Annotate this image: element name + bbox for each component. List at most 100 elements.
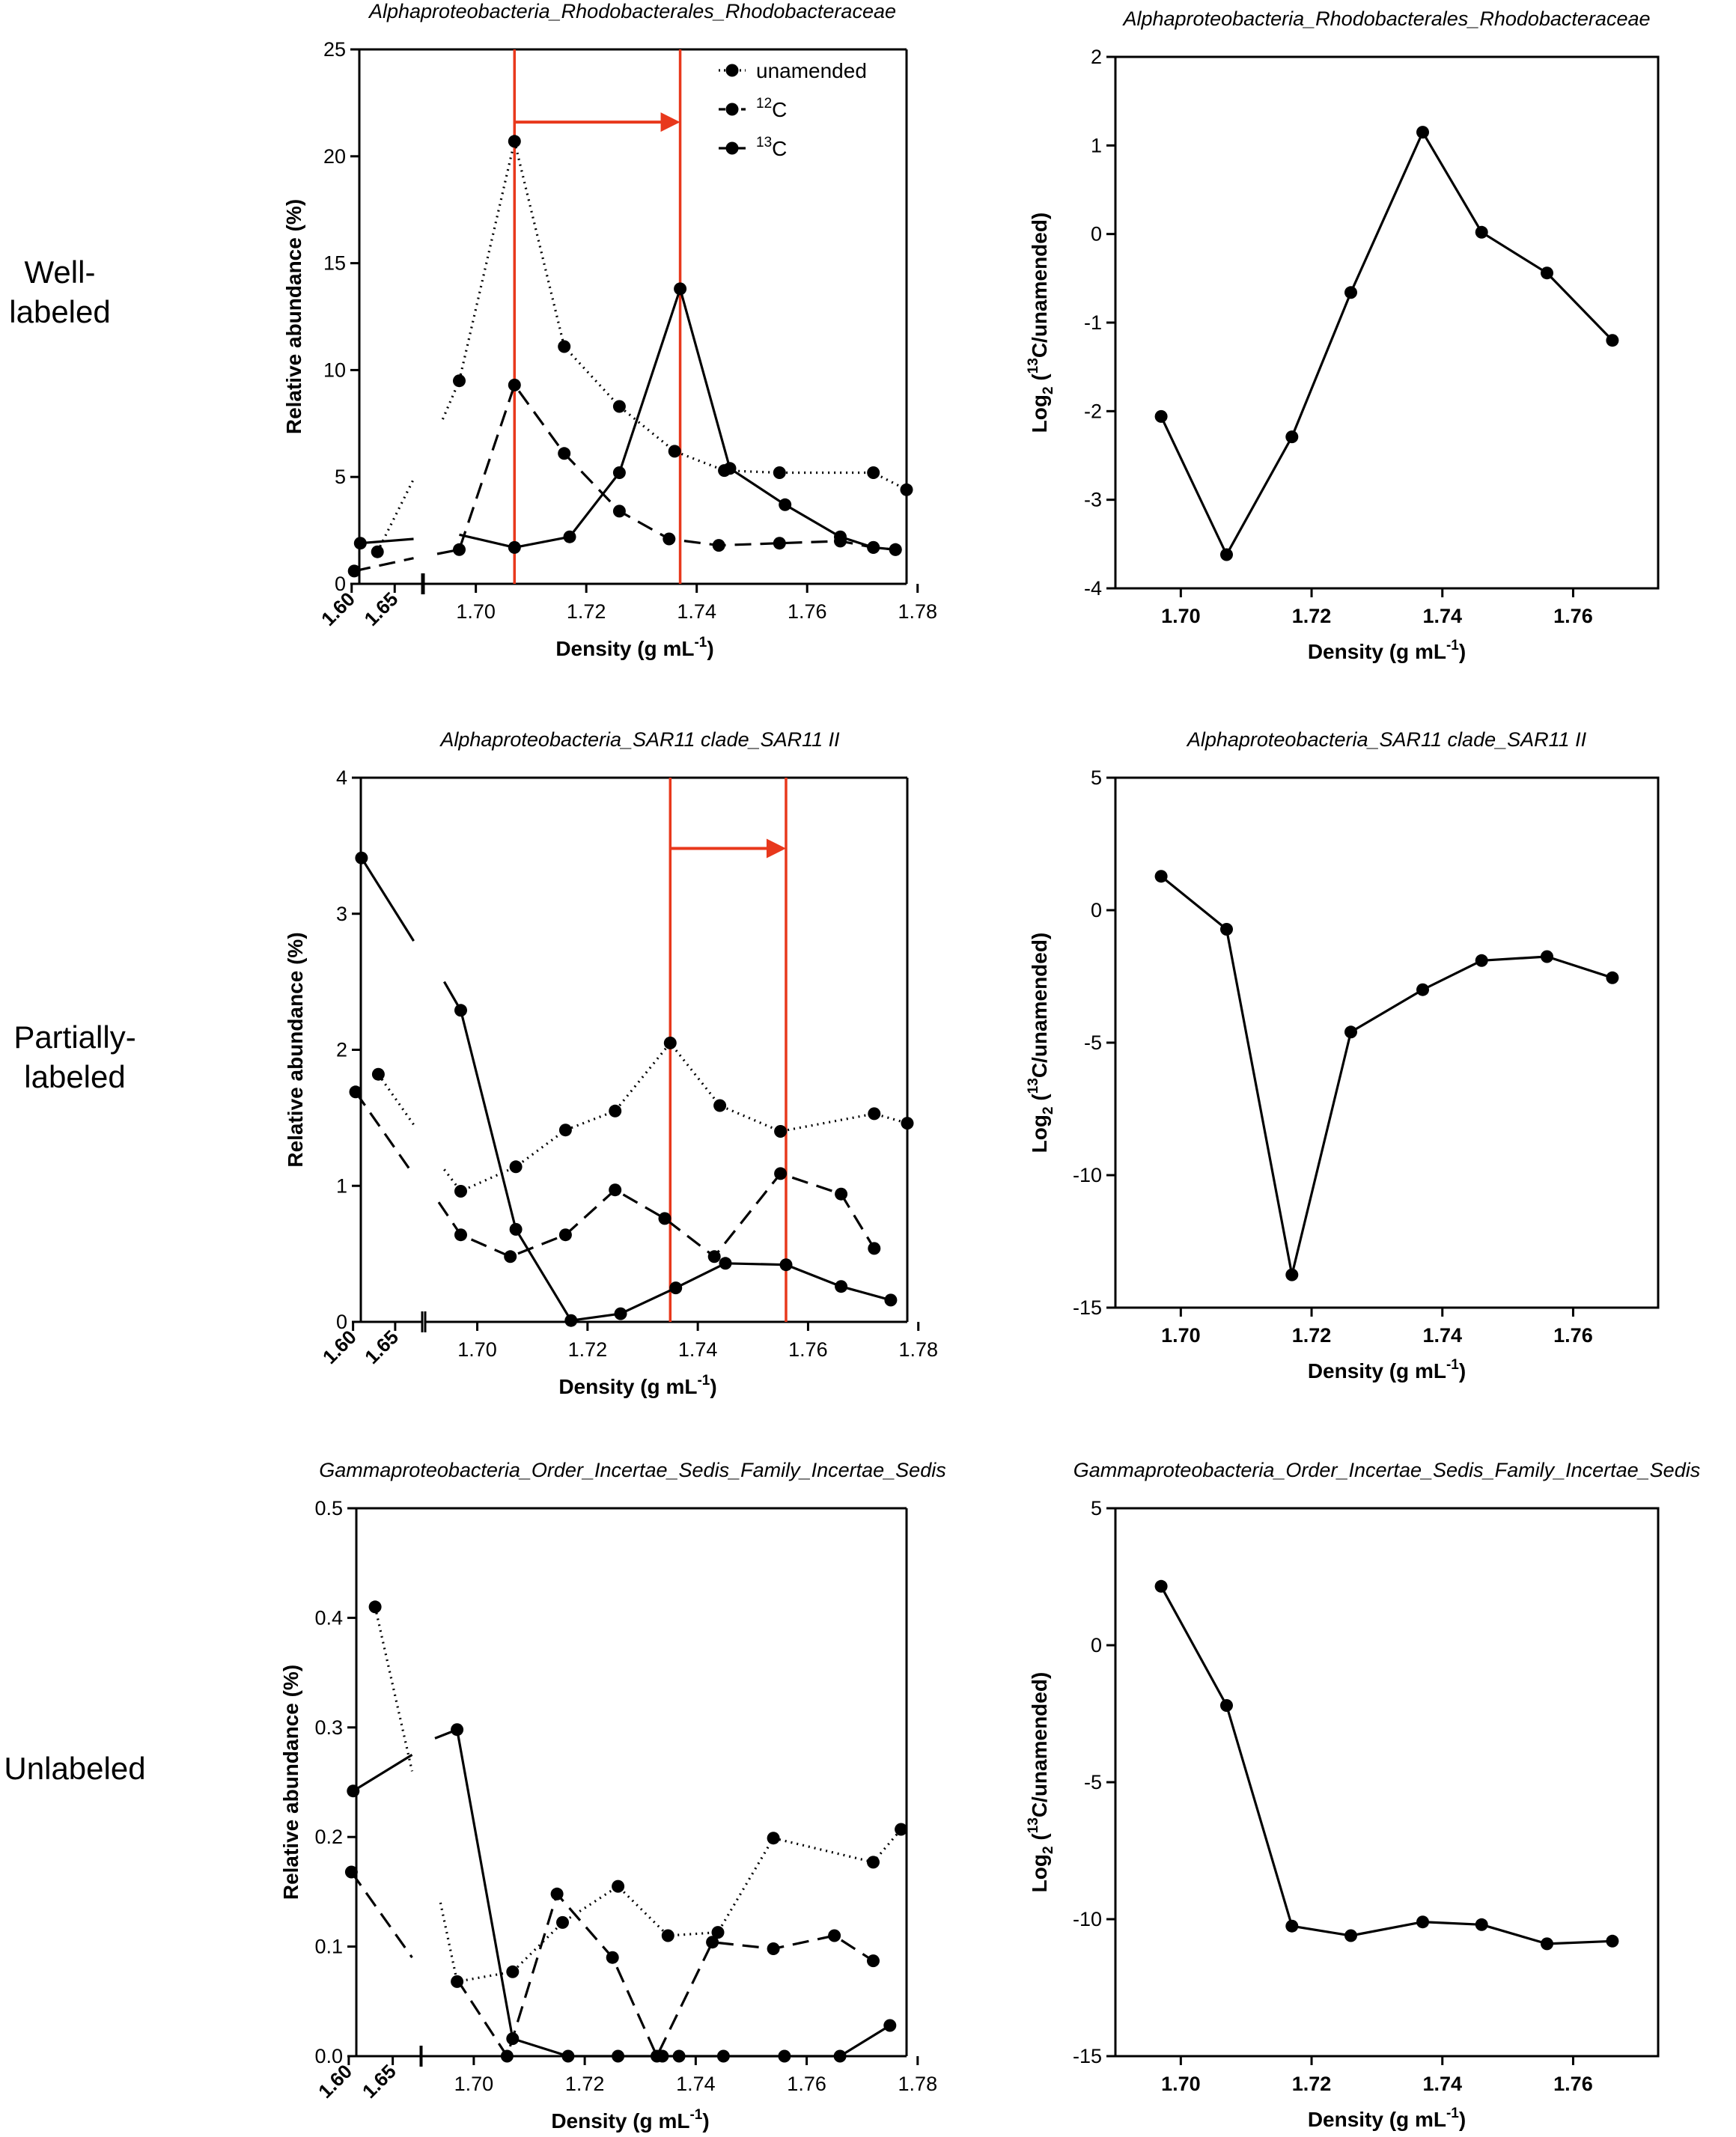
x-tick-label: 1.74 bbox=[676, 2073, 716, 2095]
data-point-13C bbox=[884, 1293, 898, 1307]
y-tick-label: -15 bbox=[1073, 2045, 1102, 2067]
x-axis-label-sup: -1 bbox=[694, 635, 707, 650]
row-label-partially-labeled: Partially- labeled bbox=[13, 1019, 136, 1094]
data-point-log2 bbox=[1416, 983, 1429, 996]
x-tick-label-left: 1.60 bbox=[318, 1326, 361, 1368]
data-point-13C bbox=[779, 1258, 793, 1272]
plot-frame bbox=[1114, 55, 1660, 590]
data-point-log2 bbox=[1220, 923, 1233, 936]
legend-marker bbox=[725, 103, 739, 116]
data-point-13C bbox=[889, 543, 902, 556]
legend-label-text: C bbox=[772, 98, 787, 121]
x-tick-label: 1.70 bbox=[1161, 1324, 1201, 1347]
data-point-13C bbox=[833, 2049, 847, 2063]
x-tick-label-left: 1.65 bbox=[360, 1326, 403, 1368]
y-tick-label: 3 bbox=[336, 903, 347, 925]
y-tick-label: 2 bbox=[1091, 46, 1102, 68]
x-tick-label: 1.74 bbox=[1422, 605, 1462, 627]
series-line-13C-right bbox=[459, 287, 896, 551]
x-tick-label: 1.70 bbox=[456, 600, 496, 623]
data-point-12C bbox=[706, 1936, 719, 1949]
y-axis-label: Relative abundance (%) bbox=[279, 1665, 302, 1900]
series-line-13C-left bbox=[360, 537, 414, 545]
x-axis-label: Density (g mL-1) bbox=[1308, 638, 1466, 663]
data-point-13C bbox=[454, 1004, 467, 1017]
data-point-log2 bbox=[1344, 1025, 1357, 1039]
data-point-unamended bbox=[558, 1124, 572, 1137]
y-tick-label: 1 bbox=[1091, 134, 1102, 156]
series-line-unamended-left bbox=[377, 1073, 415, 1126]
panel-r0-abund: Alphaproteobacteria_Rhodobacterales_Rhod… bbox=[282, 0, 937, 660]
data-point-unamended bbox=[868, 1107, 881, 1121]
series-line-13C-left bbox=[352, 1754, 413, 1793]
x-axis-label-sup: -1 bbox=[689, 2107, 702, 2123]
data-point-13C bbox=[355, 851, 368, 865]
row-label-unlabeled: Unlabeled bbox=[4, 1751, 146, 1786]
x-axis-label-end: ) bbox=[710, 1375, 716, 1398]
data-point-log2 bbox=[1541, 950, 1553, 963]
x-axis-label-sup: -1 bbox=[697, 1373, 710, 1388]
legend-marker bbox=[725, 64, 739, 77]
data-point-unamended bbox=[558, 340, 571, 353]
x-tick-label: 1.72 bbox=[1292, 2073, 1332, 2095]
y-tick-label: 0 bbox=[336, 1311, 347, 1333]
y-tick-label: -3 bbox=[1084, 489, 1102, 511]
plot-frame bbox=[1114, 1507, 1660, 2058]
x-tick-label: 1.76 bbox=[1553, 2073, 1593, 2095]
y-axis-label-sub: 2 bbox=[1041, 1846, 1056, 1854]
series-line-12C-right bbox=[437, 1172, 876, 1258]
data-point-13C bbox=[508, 540, 521, 554]
x-tick-label: 1.74 bbox=[678, 1338, 718, 1361]
data-point-12C bbox=[349, 1085, 362, 1099]
chart-title: Alphaproteobacteria_Rhodobacterales_Rhod… bbox=[368, 0, 896, 22]
series-line-13C-right bbox=[443, 981, 892, 1322]
y-tick-label: 5 bbox=[335, 466, 346, 488]
data-point-log2 bbox=[1285, 1268, 1299, 1281]
panel-r2-log: Gammaproteobacteria_Order_Incertae_Sedis… bbox=[1026, 1459, 1700, 2131]
series-line-log2 bbox=[1160, 1585, 1612, 1945]
y-axis-label-mid: ( bbox=[1028, 1094, 1051, 1107]
data-point-13C bbox=[723, 462, 737, 475]
data-point-log2 bbox=[1344, 286, 1357, 299]
data-point-log2 bbox=[1475, 225, 1488, 239]
series-line-13C-left bbox=[360, 857, 415, 942]
y-axis-label-sub: 2 bbox=[1041, 1106, 1056, 1115]
data-point-13C bbox=[835, 1280, 848, 1293]
data-point-unamended bbox=[506, 1965, 520, 1978]
y-tick-label: 20 bbox=[323, 145, 346, 168]
data-point-12C bbox=[606, 1951, 619, 1964]
chart-title: Alphaproteobacteria_SAR11 clade_SAR11 II bbox=[439, 728, 840, 751]
series-line-log2 bbox=[1160, 875, 1613, 1276]
data-point-unamended bbox=[867, 466, 880, 479]
x-axis-label-end: ) bbox=[1459, 640, 1466, 663]
data-point-unamended bbox=[509, 1160, 523, 1174]
y-tick-label: -2 bbox=[1084, 400, 1102, 422]
data-point-12C bbox=[828, 1929, 841, 1942]
y-tick-label: -5 bbox=[1084, 1771, 1102, 1793]
x-axis-label: Density (g mL-1) bbox=[1308, 1357, 1466, 1383]
data-point-13C bbox=[509, 1222, 523, 1236]
y-tick-label: 5 bbox=[1091, 766, 1102, 789]
data-point-13C bbox=[779, 498, 792, 511]
data-point-log2 bbox=[1220, 548, 1233, 561]
x-tick-label: 1.70 bbox=[1161, 605, 1201, 627]
x-axis-label: Density (g mL-1) bbox=[555, 635, 713, 660]
data-point-unamended bbox=[453, 374, 466, 388]
data-point-log2 bbox=[1416, 1915, 1429, 1929]
y-tick-label: 15 bbox=[323, 252, 346, 275]
legend-label: 12C bbox=[756, 96, 787, 121]
data-point-13C bbox=[883, 2019, 897, 2032]
data-point-unamended bbox=[612, 400, 626, 413]
x-tick-label: 1.76 bbox=[788, 1338, 828, 1361]
panel-r1-log: Alphaproteobacteria_SAR11 clade_SAR11 II… bbox=[1026, 728, 1660, 1383]
series-line-12C-left bbox=[350, 1871, 413, 1959]
y-tick-label: 0.1 bbox=[314, 1936, 343, 1958]
chart-title: Alphaproteobacteria_Rhodobacterales_Rhod… bbox=[1121, 7, 1650, 30]
row-label-well-labeled: Well- labeled bbox=[9, 254, 111, 329]
x-tick-label: 1.70 bbox=[454, 2073, 494, 2095]
x-tick-label: 1.78 bbox=[898, 600, 937, 623]
x-axis-label-sup: -1 bbox=[1446, 1357, 1459, 1373]
chart-title: Gammaproteobacteria_Order_Incertae_Sedis… bbox=[319, 1459, 945, 1481]
data-point-log2 bbox=[1285, 430, 1299, 444]
